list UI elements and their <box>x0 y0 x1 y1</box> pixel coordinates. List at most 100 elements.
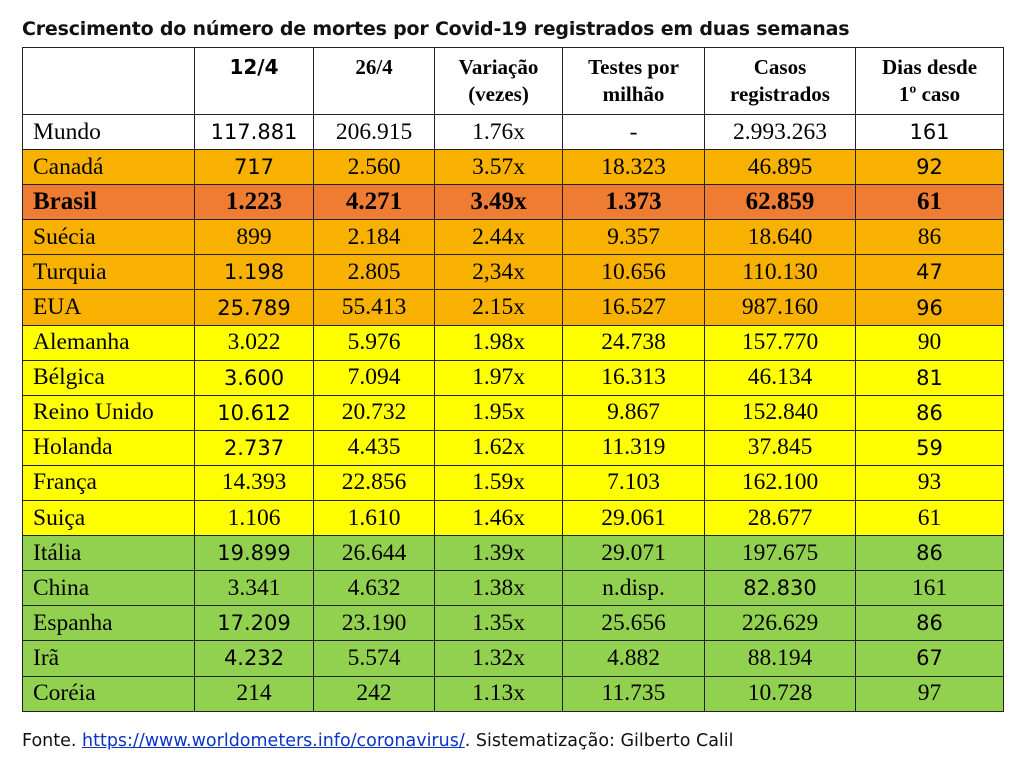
cell-days-since-first-case: 47 <box>855 254 1004 291</box>
header-country <box>22 47 195 115</box>
cell-days-since-first-case: 93 <box>855 464 1004 502</box>
cell-days-since-first-case: 96 <box>855 289 1004 326</box>
cell-variation: 1.76x <box>434 113 563 151</box>
cell-days-since-first-case: 81 <box>855 359 1004 396</box>
cell-variation: 1.46x <box>434 500 563 537</box>
cell-variation: 1.35x <box>434 605 563 642</box>
cell-tests-per-million: 1.373 <box>562 184 705 221</box>
cell-deaths-12-4: 14.393 <box>194 464 314 502</box>
table-row: Coréia 214 242 1.13x 11.735 10.728 97 <box>22 675 1004 712</box>
table-row: Holanda 2.737 4.435 1.62x 11.319 37.845 59 <box>22 429 1004 466</box>
cell-registered-cases: 28.677 <box>704 500 856 537</box>
cell-variation: 1.97x <box>434 359 563 396</box>
cell-registered-cases: 82.830 <box>704 570 856 607</box>
cell-country: Turquia <box>22 254 195 291</box>
cell-days-since-first-case: 61 <box>855 184 1004 221</box>
cell-tests-per-million: 25.656 <box>562 605 705 642</box>
cell-registered-cases: 62.859 <box>704 184 856 221</box>
cell-variation: 1.13x <box>434 675 563 712</box>
header-variacao: Variação (vezes) <box>434 47 563 115</box>
table-row: China 3.341 4.632 1.38x n.disp. 82.830 161 <box>22 570 1004 607</box>
cell-deaths-26-4: 23.190 <box>313 605 435 642</box>
cell-variation: 1.95x <box>434 394 563 431</box>
cell-deaths-26-4: 2.805 <box>313 254 435 291</box>
table-row: Suécia 899 2.184 2.44x 9.357 18.640 86 <box>22 219 1004 256</box>
header-26-4: 26/4 <box>313 47 435 115</box>
cell-variation: 1.62x <box>434 429 563 466</box>
cell-deaths-12-4: 899 <box>194 219 314 256</box>
header-12-4: 12/4 <box>194 47 314 115</box>
cell-deaths-12-4: 3.022 <box>194 324 314 361</box>
cell-tests-per-million: 24.738 <box>562 324 705 361</box>
cell-days-since-first-case: 86 <box>855 219 1004 256</box>
cell-tests-per-million: 4.882 <box>562 640 705 677</box>
header-casos: Casos registrados <box>704 47 856 115</box>
cell-country: Itália <box>22 535 195 572</box>
cell-tests-per-million: 9.357 <box>562 219 705 256</box>
cell-deaths-12-4: 3.600 <box>194 359 314 396</box>
table-row: França 14.393 22.856 1.59x 7.103 162.100 93 <box>22 464 1004 502</box>
cell-country: Suiça <box>22 500 195 537</box>
cell-tests-per-million: 10.656 <box>562 254 705 291</box>
table-row: Suiça 1.106 1.610 1.46x 29.061 28.677 61 <box>22 500 1004 537</box>
cell-variation: 2,34x <box>434 254 563 291</box>
cell-deaths-12-4: 1.198 <box>194 254 314 291</box>
cell-country: Reino Unido <box>22 394 195 431</box>
cell-registered-cases: 46.895 <box>704 149 856 186</box>
cell-country: Bélgica <box>22 359 195 396</box>
cell-days-since-first-case: 161 <box>855 113 1004 151</box>
cell-variation: 2.15x <box>434 289 563 326</box>
source-link[interactable]: https://www.worldometers.info/coronaviru… <box>82 731 465 751</box>
cell-days-since-first-case: 59 <box>855 429 1004 466</box>
cell-registered-cases: 46.134 <box>704 359 856 396</box>
table-title: Crescimento do número de mortes por Covi… <box>22 18 850 40</box>
cell-deaths-12-4: 2.737 <box>194 429 314 466</box>
table-row: Brasil 1.223 4.271 3.49x 1.373 62.859 61 <box>22 184 1004 221</box>
table-row: Turquia 1.198 2.805 2,34x 10.656 110.130 47 <box>22 254 1004 291</box>
header-testes: Testes por milhão <box>562 47 705 115</box>
cell-variation: 2.44x <box>434 219 563 256</box>
covid-deaths-table: 12/4 26/4 Variação (vezes) Testes por mi… <box>22 47 1004 712</box>
cell-deaths-26-4: 5.574 <box>313 640 435 677</box>
cell-deaths-26-4: 2.560 <box>313 149 435 186</box>
cell-deaths-12-4: 3.341 <box>194 570 314 607</box>
cell-country: Mundo <box>22 113 195 151</box>
cell-deaths-12-4: 1.223 <box>194 184 314 221</box>
cell-variation: 3.49x <box>434 184 563 221</box>
cell-days-since-first-case: 61 <box>855 500 1004 537</box>
cell-country: Alemanha <box>22 324 195 361</box>
cell-deaths-26-4: 7.094 <box>313 359 435 396</box>
cell-country: EUA <box>22 289 195 326</box>
header-testes-line1: Testes por <box>588 55 679 79</box>
cell-tests-per-million: 18.323 <box>562 149 705 186</box>
cell-deaths-12-4: 117.881 <box>194 113 314 151</box>
cell-tests-per-million: - <box>562 113 705 151</box>
cell-registered-cases: 88.194 <box>704 640 856 677</box>
cell-tests-per-million: 29.061 <box>562 500 705 537</box>
cell-deaths-12-4: 19.899 <box>194 535 314 572</box>
header-dias-line1: Dias desde <box>881 55 978 79</box>
cell-registered-cases: 162.100 <box>704 464 856 502</box>
cell-tests-per-million: 16.313 <box>562 359 705 396</box>
cell-deaths-26-4: 5.976 <box>313 324 435 361</box>
cell-variation: 1.38x <box>434 570 563 607</box>
cell-days-since-first-case: 92 <box>855 149 1004 186</box>
footer-prefix: Fonte. <box>22 731 82 751</box>
header-dias: Dias desde 1º caso <box>855 47 1004 115</box>
footer-suffix: . Sistematização: Gilberto Calil <box>464 731 734 751</box>
header-casos-line1: Casos <box>753 55 807 79</box>
cell-variation: 1.59x <box>434 464 563 502</box>
table-row: Irã 4.232 5.574 1.32x 4.882 88.194 67 <box>22 640 1004 677</box>
header-casos-line2: registrados <box>730 82 830 106</box>
cell-registered-cases: 10.728 <box>704 675 856 712</box>
cell-country: China <box>22 570 195 607</box>
cell-country: Irã <box>22 640 195 677</box>
cell-deaths-26-4: 4.271 <box>313 184 435 221</box>
table-row: Canadá 717 2.560 3.57x 18.323 46.895 92 <box>22 149 1004 186</box>
cell-registered-cases: 18.640 <box>704 219 856 256</box>
cell-deaths-26-4: 1.610 <box>313 500 435 537</box>
cell-registered-cases: 157.770 <box>704 324 856 361</box>
cell-deaths-26-4: 22.856 <box>313 464 435 502</box>
cell-deaths-26-4: 242 <box>313 675 435 712</box>
header-testes-line2: milhão <box>602 82 665 106</box>
